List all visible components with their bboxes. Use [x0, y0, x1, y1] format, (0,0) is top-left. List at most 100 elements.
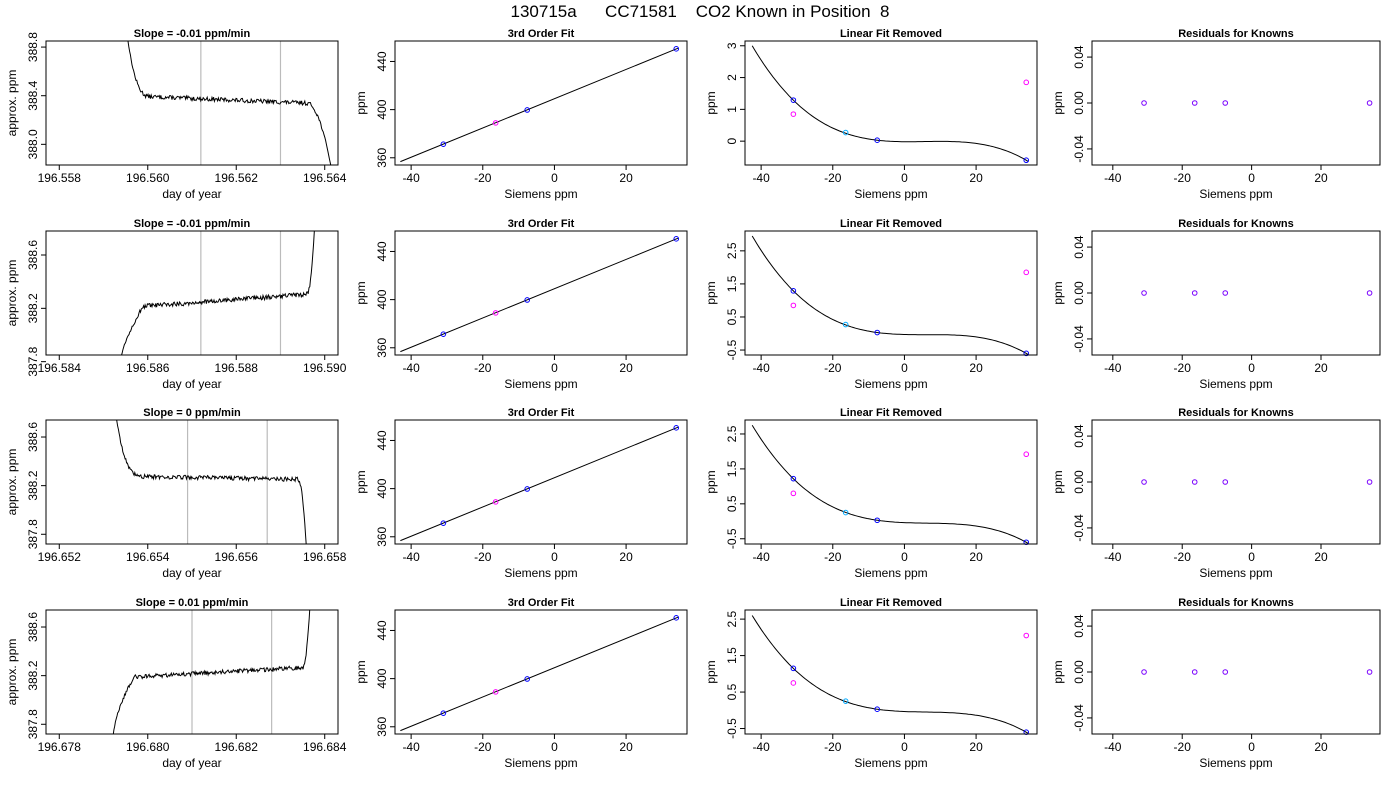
- plot-area: [751, 45, 1029, 162]
- panel-title: Linear Fit Removed: [840, 218, 942, 230]
- fit-line: [400, 47, 679, 163]
- data-point: [1222, 669, 1229, 675]
- data-point: [790, 665, 797, 672]
- x-tick-label: -40: [752, 550, 770, 564]
- y-tick-label: 388.6: [26, 612, 40, 642]
- x-axis-label: Siemens ppm: [854, 756, 927, 770]
- y-tick-label: 387.8: [26, 519, 40, 549]
- x-tick-label: 196.584: [38, 361, 82, 375]
- x-tick-label: -20: [1174, 361, 1192, 375]
- plot-area: [400, 426, 679, 542]
- data-point: [440, 520, 447, 526]
- x-tick-label: 0: [1248, 740, 1255, 754]
- y-tick-label: -0.04: [1072, 135, 1086, 163]
- x-tick-label: -20: [1174, 550, 1192, 564]
- data-point: [440, 331, 447, 337]
- x-tick-label: 196.682: [215, 740, 259, 754]
- x-tick-label: 196.680: [126, 740, 170, 754]
- co2-trace-line: [112, 610, 311, 734]
- y-tick-label: 0: [725, 137, 739, 144]
- y-axis-label: ppm: [704, 470, 718, 493]
- y-axis-label: approx. ppm: [5, 260, 19, 327]
- y-tick-label: 440: [375, 430, 389, 450]
- y-tick-label: 0.5: [725, 308, 739, 325]
- x-tick-label: -20: [1174, 740, 1192, 754]
- panel-r4c3: Linear Fit Removed Siemens ppm ppm -40 -20 0 2…: [704, 597, 1038, 770]
- plot-area: [751, 424, 1029, 544]
- y-axis-label: ppm: [1051, 91, 1065, 114]
- data-point: [440, 141, 447, 147]
- y-axis-label: ppm: [704, 660, 718, 683]
- x-tick-label: 0: [1248, 361, 1255, 375]
- x-tick-label: 196.658: [303, 550, 347, 564]
- x-tick-label: 0: [1248, 171, 1255, 185]
- plot-area: [400, 47, 679, 163]
- x-tick-label: -40: [1104, 361, 1122, 375]
- plot-frame: [45, 609, 339, 735]
- data-point: [1023, 157, 1030, 164]
- plot-area: [400, 616, 679, 732]
- data-point: [874, 517, 881, 524]
- plot-area: [121, 231, 315, 355]
- data-point: [874, 706, 881, 713]
- data-point: [790, 288, 797, 294]
- x-tick-label: 0: [901, 740, 908, 754]
- data-point: [492, 120, 499, 126]
- x-axis-label: Siemens ppm: [504, 187, 577, 201]
- data-point: [1023, 350, 1030, 357]
- y-tick-label: 0.00: [1072, 470, 1086, 494]
- panel-r2c2: 3rd Order Fit Siemens ppm ppm -40 -20 0 20 360 4…: [354, 218, 688, 391]
- y-axis-label: ppm: [354, 660, 368, 683]
- y-tick-label: -0.5: [725, 339, 739, 360]
- y-tick-label: 2: [725, 74, 739, 81]
- x-axis-label: Siemens ppm: [1199, 566, 1272, 580]
- plot-area: [751, 235, 1029, 355]
- x-axis-label: day of year: [162, 566, 221, 580]
- x-tick-label: 196.590: [303, 361, 347, 375]
- x-tick-label: 196.652: [38, 550, 82, 564]
- x-tick-label: 196.654: [126, 550, 170, 564]
- y-tick-label: 3: [725, 42, 739, 49]
- y-tick-label: 0.5: [725, 495, 739, 512]
- data-point: [1023, 539, 1030, 546]
- y-tick-label: 0.04: [1072, 235, 1086, 259]
- data-point: [1023, 451, 1030, 458]
- x-tick-label: -20: [474, 171, 492, 185]
- plot-frame: [1091, 609, 1381, 735]
- x-axis-label: Siemens ppm: [504, 566, 577, 580]
- y-axis-label: approx. ppm: [5, 70, 19, 137]
- x-tick-label: 196.656: [215, 550, 259, 564]
- y-tick-label: 387.8: [26, 709, 40, 739]
- fit-line: [400, 426, 679, 542]
- panel-r1c4: Residuals for Knowns Siemens ppm ppm -40 -20…: [1051, 28, 1381, 201]
- data-point: [874, 329, 881, 336]
- x-axis-label: day of year: [162, 377, 221, 391]
- y-axis-label: ppm: [704, 91, 718, 114]
- data-point: [1023, 269, 1030, 276]
- plot-frame: [744, 230, 1038, 356]
- y-tick-label: 1.5: [725, 460, 739, 477]
- y-tick-label: 360: [375, 526, 389, 546]
- x-tick-label: -40: [1104, 740, 1122, 754]
- panel-r1c1: Slope = -0.01 ppm/min day of year approx. …: [5, 28, 347, 201]
- panel-title: Residuals for Knowns: [1178, 28, 1294, 40]
- y-tick-label: 440: [375, 51, 389, 71]
- x-axis-label: Siemens ppm: [854, 566, 927, 580]
- panel-title: Linear Fit Removed: [840, 28, 942, 40]
- panel-r4c4: Residuals for Knowns Siemens ppm ppm -40 -20…: [1051, 597, 1381, 770]
- panel-r3c1: Slope = 0 ppm/min day of year approx. ppm 1…: [5, 407, 347, 580]
- x-tick-label: 0: [901, 550, 908, 564]
- data-point: [673, 615, 680, 621]
- data-point: [524, 107, 531, 113]
- y-axis-label: ppm: [1051, 281, 1065, 304]
- x-tick-label: 0: [551, 550, 558, 564]
- y-tick-label: 2.5: [725, 610, 739, 627]
- co2-trace-line: [127, 41, 332, 165]
- plot-frame: [1091, 40, 1381, 166]
- figure-title: 130715a CC71581 CO2 Known in Position 8: [510, 2, 890, 21]
- x-tick-label: 20: [619, 361, 633, 375]
- panel-title: Slope = -0.01 ppm/min: [134, 28, 251, 40]
- x-tick-label: 20: [619, 740, 633, 754]
- x-tick-label: -40: [752, 740, 770, 754]
